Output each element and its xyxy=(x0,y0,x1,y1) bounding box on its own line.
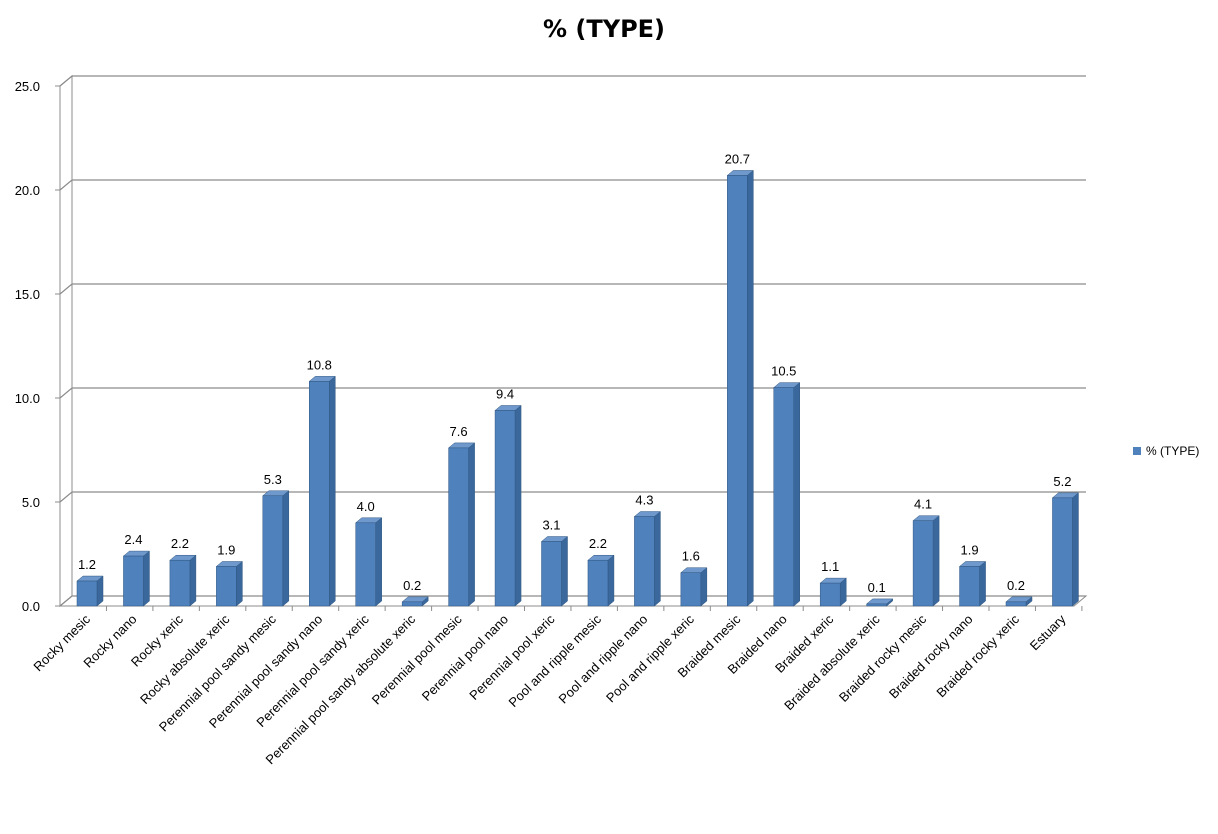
bar xyxy=(540,535,569,607)
data-label: 10.5 xyxy=(771,364,796,379)
side-wall xyxy=(59,74,73,608)
bar xyxy=(494,404,522,607)
x-category-label: Perennial pool mesic xyxy=(369,611,465,707)
x-category-label: Braided rocky nano xyxy=(886,612,976,702)
bar xyxy=(262,490,290,607)
x-category-label: Braided rocky mesic xyxy=(836,611,930,705)
bar xyxy=(773,382,801,607)
data-label: 1.6 xyxy=(682,549,700,564)
bar xyxy=(726,169,754,607)
bar xyxy=(215,560,244,607)
gridlines xyxy=(55,75,1086,611)
bar xyxy=(680,567,708,607)
bar xyxy=(308,375,336,607)
gridline xyxy=(59,75,1086,87)
data-label: 1.9 xyxy=(961,542,979,557)
x-category-label: Pool and ripple xeric xyxy=(603,611,697,705)
legend-swatch xyxy=(1133,447,1141,455)
data-label: 1.9 xyxy=(217,542,235,557)
data-label: 0.1 xyxy=(868,580,886,595)
data-label: 3.1 xyxy=(542,518,560,533)
bar xyxy=(912,515,940,607)
y-tick-label: 20.0 xyxy=(15,183,40,198)
bar xyxy=(819,577,847,607)
gridline xyxy=(59,283,1086,295)
data-label: 2.2 xyxy=(589,536,607,551)
y-tick-label: 5.0 xyxy=(22,495,40,510)
data-label: 5.2 xyxy=(1053,474,1071,489)
gridline xyxy=(59,387,1086,399)
y-tick-label: 15.0 xyxy=(15,287,40,302)
bar xyxy=(587,554,615,607)
legend: % (TYPE) xyxy=(1133,444,1199,458)
bar xyxy=(447,442,476,607)
bar xyxy=(1051,492,1080,607)
bar xyxy=(169,554,197,607)
legend-label: % (TYPE) xyxy=(1146,444,1199,458)
bar xyxy=(401,596,429,607)
y-tick-label: 0.0 xyxy=(22,599,40,614)
bar xyxy=(76,575,104,607)
data-labels: 1.2 2.4 2.2 1.9 5.3 10.8 4.0 0.2 7.6 9.4 3.1 2.2 4.3… xyxy=(78,151,1072,594)
y-axis-ticks: 0.0 5.0 10.0 15.0 20.0 25.0 xyxy=(15,79,40,614)
bar xyxy=(958,560,987,607)
bar xyxy=(1005,596,1033,607)
data-label: 4.1 xyxy=(914,497,932,512)
data-label: 4.0 xyxy=(357,499,375,514)
x-category-label: Perennial pool xeric xyxy=(466,611,558,703)
data-label: 0.2 xyxy=(1007,578,1025,593)
bars xyxy=(76,169,1080,607)
x-category-label: Perennial pool nano xyxy=(419,612,511,704)
bar xyxy=(633,511,662,607)
x-category-label: Pool and ripple nano xyxy=(556,612,651,707)
data-label: 1.2 xyxy=(78,557,96,572)
data-label: 2.4 xyxy=(124,532,142,547)
gridline xyxy=(59,179,1086,191)
bar xyxy=(355,517,383,607)
data-label: 7.6 xyxy=(450,424,468,439)
data-label: 10.8 xyxy=(307,357,332,372)
data-label: 9.4 xyxy=(496,386,514,401)
data-label: 1.1 xyxy=(821,559,839,574)
bar xyxy=(865,598,894,607)
x-category-label: Rocky absolute xeric xyxy=(137,611,233,707)
y-tick-label: 10.0 xyxy=(15,391,40,406)
chart-title: % (TYPE) xyxy=(543,15,665,43)
y-tick-label: 25.0 xyxy=(15,79,40,94)
x-category-label: Braided rocky xeric xyxy=(933,611,1022,700)
x-category-label: Estuary xyxy=(1027,611,1069,653)
data-label: 5.3 xyxy=(264,472,282,487)
bar xyxy=(122,550,151,607)
data-label: 2.2 xyxy=(171,536,189,551)
data-label: 0.2 xyxy=(403,578,421,593)
data-label: 20.7 xyxy=(725,151,750,166)
data-label: 4.3 xyxy=(635,493,653,508)
